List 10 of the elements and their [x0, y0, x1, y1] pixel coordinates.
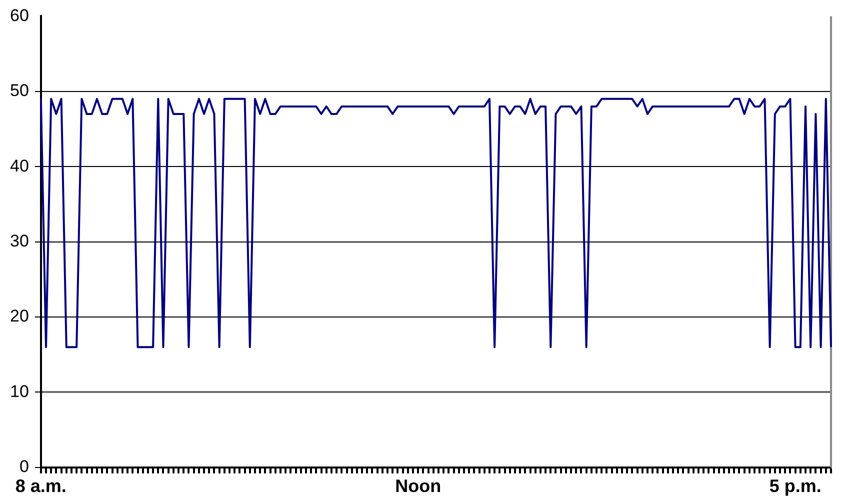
y-tick-label: 30: [10, 231, 29, 250]
y-tick-label: 10: [10, 382, 29, 401]
y-tick-label: 60: [10, 6, 29, 25]
x-tick-label: Noon: [395, 476, 442, 496]
y-tick-label: 40: [10, 156, 29, 176]
y-tick-label: 0: [19, 457, 29, 476]
x-tick-label: 8 a.m.: [15, 476, 66, 496]
y-tick-label: 20: [10, 306, 29, 326]
x-tick-label: 5 p.m.: [769, 476, 822, 496]
y-tick-label: 50: [10, 81, 29, 100]
